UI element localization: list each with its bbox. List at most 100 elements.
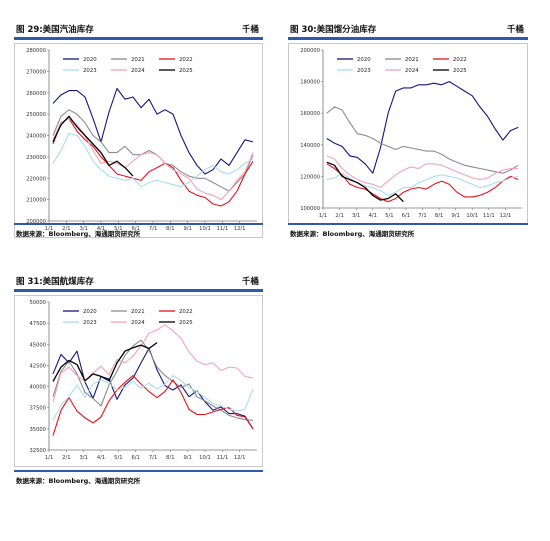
y-tick-label: 200000 (300, 48, 320, 54)
y-tick-label: 45000 (29, 342, 46, 348)
legend-item-2025: 2025 (433, 68, 467, 74)
x-tick-label: 9/1 (451, 213, 459, 219)
legend-label: 2020 (83, 57, 97, 63)
series-line-2025 (52, 115, 134, 177)
source-note: 数据来源：Bloomberg、海通期货研究所 (290, 230, 415, 238)
y-tick-label: 250000 (26, 112, 46, 118)
x-tick-label: 8/1 (166, 455, 174, 461)
x-tick-label: 4/1 (97, 455, 105, 461)
plot-area: 100000 120000 140000 160000 180000 200000 1/1 2… (288, 43, 528, 225)
y-tick-label: 220000 (26, 176, 46, 182)
y-tick-label: 37500 (29, 406, 46, 412)
legend-item-2025: 2025 (159, 320, 193, 326)
y-tick-label: 280000 (26, 48, 46, 54)
series-line-2021 (52, 109, 254, 192)
series-line-2025 (52, 342, 158, 382)
legend-label: 2020 (357, 57, 371, 63)
x-tick-label: 4/1 (369, 213, 377, 219)
legend-item-2022: 2022 (159, 309, 193, 315)
bottom-rule (14, 470, 263, 472)
series-line-2024 (326, 155, 519, 189)
legend-label: 2021 (131, 309, 145, 315)
legend-item-2024: 2024 (111, 68, 145, 74)
legend-label: 2024 (131, 320, 145, 326)
bottom-rule (288, 223, 528, 225)
series-line-2023 (52, 132, 254, 188)
chart-panel-distillate: 图 30:美国馏分油库存 千桶 100000 120000 140000 160000… (288, 22, 528, 225)
legend-item-2021: 2021 (111, 309, 145, 315)
legend-label: 2025 (179, 68, 193, 74)
y-tick-label: 210000 (26, 198, 46, 204)
legend-item-2025: 2025 (159, 68, 193, 74)
chart-unit: 千桶 (241, 25, 259, 35)
y-tick-label: 240000 (26, 134, 46, 140)
plot-area: 200000 210000 220000 230000 240000 250000 2600… (14, 43, 263, 238)
x-tick-label: 10/1 (199, 226, 211, 232)
y-tick-label: 40000 (29, 385, 46, 391)
x-tick-label: 1/1 (45, 455, 53, 461)
plot-area: 32500 35000 37500 40000 42500 45000 47500 50000… (14, 295, 263, 467)
legend-label: 2025 (179, 320, 193, 326)
legend-label: 2022 (179, 57, 193, 63)
legend-label: 2020 (83, 309, 97, 315)
source-note: 数据来源：Bloomberg、海通期货研究所 (16, 230, 141, 238)
title-rule (14, 289, 263, 292)
legend-item-2022: 2022 (159, 57, 193, 63)
x-tick-label: 1/1 (45, 226, 53, 232)
y-tick-label: 230000 (26, 155, 46, 161)
line-chart-gasoline: 200000 210000 220000 230000 240000 250000 2600… (26, 48, 257, 232)
x-tick-label: 3/1 (79, 226, 87, 232)
series-line-2022 (326, 163, 519, 203)
legend-label: 2024 (405, 68, 419, 74)
x-tick-label: 2/1 (335, 213, 343, 219)
x-tick-label: 10/1 (466, 213, 478, 219)
legend-label: 2024 (131, 68, 145, 74)
y-tick-label: 100000 (300, 206, 320, 212)
y-tick-label: 180000 (300, 80, 320, 86)
legend-item-2020: 2020 (63, 309, 97, 315)
x-tick-label: 8/1 (435, 213, 443, 219)
y-tick-label: 160000 (300, 111, 320, 117)
legend-item-2020: 2020 (63, 57, 97, 63)
y-tick-label: 32500 (29, 448, 46, 454)
legend-label: 2022 (179, 309, 193, 315)
series-line-2024 (52, 117, 254, 201)
legend-label: 2025 (453, 68, 467, 74)
series-line-2020 (52, 87, 254, 175)
chart-title: 图 29:美国汽油库存 (16, 25, 94, 35)
x-tick-label: 7/1 (418, 213, 426, 219)
x-tick-label: 12/1 (500, 213, 512, 219)
y-tick-label: 260000 (26, 91, 46, 97)
x-tick-label: 12/1 (234, 455, 246, 461)
legend-item-2023: 2023 (63, 68, 97, 74)
x-tick-label: 11/1 (217, 455, 229, 461)
y-tick-label: 50000 (29, 300, 46, 306)
legend-item-2022: 2022 (433, 57, 467, 63)
legend-label: 2022 (453, 57, 467, 63)
chart-panel-jetfuel: 图 31:美国航煤库存 千桶 32500 35000 37500 40000 42500… (14, 274, 263, 467)
x-tick-label: 3/1 (79, 455, 87, 461)
x-tick-label: 4/1 (97, 226, 105, 232)
x-tick-label: 9/1 (183, 455, 191, 461)
x-tick-label: 6/1 (131, 455, 139, 461)
legend-label: 2023 (83, 68, 97, 74)
x-tick-label: 7/1 (149, 455, 157, 461)
chart-title: 图 31:美国航煤库存 (16, 277, 94, 287)
x-tick-label: 8/1 (166, 226, 174, 232)
legend-item-2024: 2024 (111, 320, 145, 326)
x-tick-label: 7/1 (149, 226, 157, 232)
series-line-2023 (52, 375, 254, 421)
y-tick-label: 120000 (300, 174, 320, 180)
legend-item-2021: 2021 (385, 57, 419, 63)
line-chart-distillate: 100000 120000 140000 160000 180000 200000 1/1 2… (300, 48, 522, 219)
x-tick-label: 5/1 (114, 455, 122, 461)
x-tick-label: 2/1 (62, 226, 70, 232)
chart-title: 图 30:美国馏分油库存 (290, 25, 377, 35)
line-chart-jetfuel: 32500 35000 37500 40000 42500 45000 47500 50000… (29, 300, 257, 461)
legend-label: 2023 (83, 320, 97, 326)
source-note: 数据来源：Bloomberg、海通期货研究所 (16, 477, 141, 485)
bottom-rule (14, 223, 263, 225)
x-tick-label: 12/1 (234, 226, 246, 232)
x-tick-label: 11/1 (217, 226, 229, 232)
series-line-2025 (326, 161, 404, 203)
